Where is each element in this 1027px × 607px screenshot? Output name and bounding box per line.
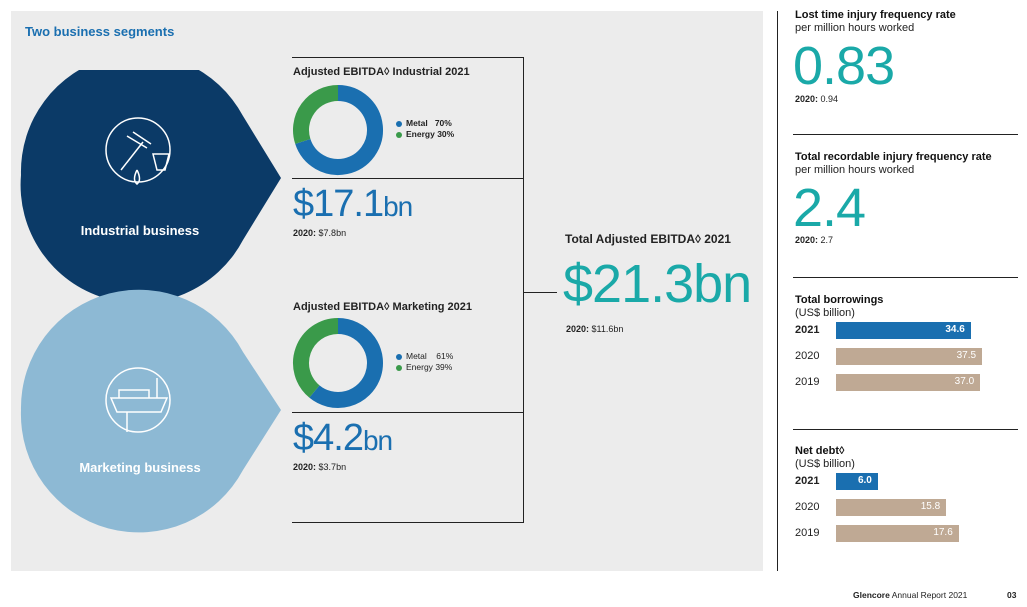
total-value: $21.3bn	[563, 254, 752, 314]
marketing-teardrop	[20, 289, 281, 533]
prior-value: $3.7bn	[318, 462, 347, 472]
total-heading: Total Adjusted EBITDA◊ 2021	[565, 232, 731, 246]
net-debt-title: Net debt◊	[795, 445, 845, 457]
trifr-subtitle: per million hours worked	[795, 164, 915, 176]
prior-value: $7.8bn	[318, 228, 347, 238]
borrowings-subtitle: (US$ billion)	[795, 307, 855, 319]
divider-trifr	[793, 277, 1018, 278]
bar-value-label: 17.6	[933, 527, 953, 538]
page-number: 03	[1007, 590, 1017, 600]
donut-slice-energy	[293, 85, 339, 144]
marketing-value: $4.2bn	[293, 417, 393, 462]
bar-2019: 17.6	[836, 525, 959, 542]
bracket-connector	[523, 292, 557, 293]
value-unit: bn	[383, 191, 413, 222]
legend-pct: 30%	[437, 129, 455, 139]
bar-year-label: 2020	[795, 350, 820, 362]
prior-label: 2020:	[293, 462, 317, 472]
segment-shapes	[20, 70, 281, 533]
divider-top	[292, 57, 524, 58]
bracket-vertical	[523, 57, 524, 523]
marketing-prior: 2020: $3.7bn	[293, 462, 346, 472]
industrial-value: $17.1bn	[293, 183, 413, 228]
ltifr-title: Lost time injury frequency rate	[795, 9, 956, 21]
marketing-donut-chart	[293, 318, 383, 408]
column-divider	[777, 11, 778, 571]
bar-year-label: 2019	[795, 527, 820, 539]
divider-ltifr	[793, 134, 1018, 135]
bar-year-label: 2019	[795, 376, 820, 388]
divider-industrial	[292, 178, 524, 179]
ltifr-value: 0.83	[793, 36, 895, 96]
legend-name: Metal	[406, 351, 427, 361]
marketing-heading: Adjusted EBITDA◊ Marketing 2021	[293, 301, 473, 313]
industrial-donut-chart	[293, 85, 383, 175]
bar-2021: 6.0	[836, 473, 878, 490]
prior-label: 2020:	[293, 228, 317, 238]
footer: Glencore Annual Report 2021	[853, 590, 967, 600]
borrowings-title: Total borrowings	[795, 294, 884, 306]
prior-label: 2020:	[566, 324, 590, 334]
ship-icon	[105, 367, 171, 433]
value-unit: bn	[362, 425, 393, 456]
industrial-business-label: Industrial business	[80, 223, 200, 238]
legend-pct: 70%	[434, 118, 452, 128]
value-number: $17.1	[293, 183, 384, 225]
footer-doc: Annual Report 2021	[891, 590, 968, 600]
value-number: $4.2	[293, 417, 364, 459]
bar-value-label: 34.6	[945, 324, 965, 335]
divider-bottom	[292, 522, 524, 523]
ltifr-prior: 2020: 0.94	[795, 94, 838, 104]
bar-year-label: 2021	[795, 475, 820, 487]
bar-value-label: 37.0	[954, 376, 975, 387]
prior-label: 2020:	[795, 235, 819, 245]
industrial-teardrop	[20, 70, 281, 304]
industrial-legend: Metal 70% Energy 30%	[396, 118, 454, 140]
legend-name: Metal	[406, 118, 428, 128]
prior-value: 2.7	[820, 235, 834, 245]
divider-borrowings	[793, 429, 1018, 430]
divider-marketing	[292, 412, 524, 413]
bar-value-label: 37.5	[956, 350, 977, 361]
prior-value: 0.94	[820, 94, 839, 104]
total-prior: 2020: $11.6bn	[566, 324, 623, 334]
bar-2020: 37.5	[836, 348, 983, 365]
donut-slice-energy	[293, 318, 339, 398]
legend-pct: 39%	[435, 362, 453, 372]
bar-year-label: 2021	[795, 324, 820, 336]
bar-value-label: 6.0	[857, 475, 872, 486]
donut-slice-metal	[295, 85, 383, 175]
industrial-heading: Adjusted EBITDA◊ Industrial 2021	[293, 66, 470, 78]
bar-year-label: 2020	[795, 501, 820, 513]
legend-name: Energy	[406, 129, 435, 139]
marketing-business-label: Marketing business	[79, 460, 201, 475]
prior-label: 2020:	[795, 94, 819, 104]
marketing-legend: Metal 61% Energy 39%	[396, 351, 453, 373]
prior-value: $11.6bn	[591, 324, 624, 334]
bar-value-label: 15.8	[920, 501, 941, 512]
metal-swatch	[396, 353, 402, 360]
energy-swatch	[396, 364, 402, 371]
bar-2020: 15.8	[836, 499, 947, 516]
panel-title: Two business segments	[25, 24, 175, 39]
legend-name: Energy	[406, 362, 433, 372]
bar-2021: 34.6	[836, 322, 971, 339]
footer-brand: Glencore	[853, 590, 890, 600]
net-debt-subtitle: (US$ billion)	[795, 458, 855, 470]
mining-icon	[105, 117, 171, 185]
trifr-prior: 2020: 2.7	[795, 235, 833, 245]
industrial-prior: 2020: $7.8bn	[293, 228, 346, 238]
trifr-title: Total recordable injury frequency rate	[795, 151, 992, 163]
ltifr-subtitle: per million hours worked	[795, 22, 915, 34]
bar-2019: 37.0	[836, 374, 981, 391]
metal-swatch	[396, 120, 402, 127]
trifr-value: 2.4	[793, 178, 866, 238]
legend-pct: 61%	[436, 351, 454, 361]
energy-swatch	[396, 131, 402, 138]
donut-slice-metal	[309, 318, 383, 408]
